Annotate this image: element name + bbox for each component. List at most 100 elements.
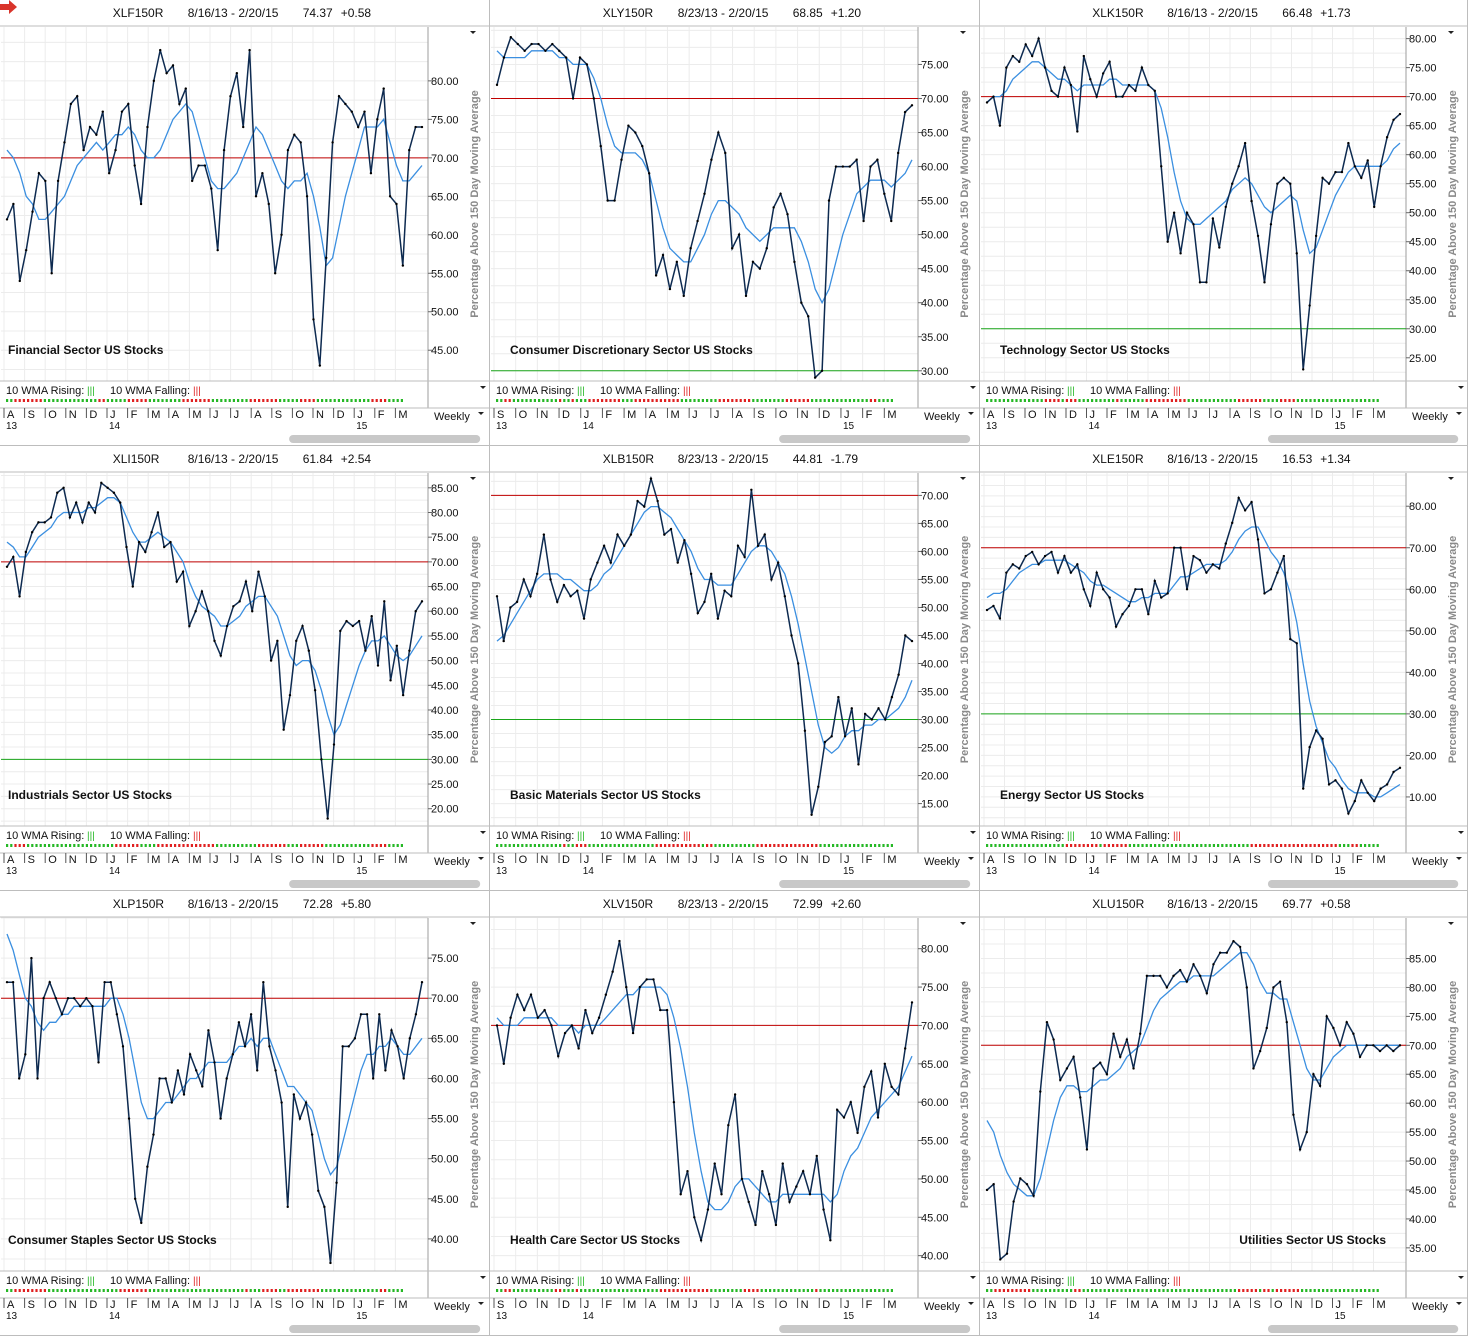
trend-dot: [1326, 844, 1329, 847]
month-label: M: [398, 854, 407, 866]
period-dropdown-icon[interactable]: [968, 1302, 974, 1305]
axis-menu-icon[interactable]: [470, 477, 476, 480]
y-tick-label: 60.00: [921, 546, 949, 558]
horizontal-scrollbar[interactable]: [779, 1325, 971, 1333]
axis-menu-icon[interactable]: [1448, 477, 1454, 480]
month-label: D: [822, 1299, 830, 1311]
data-point: [395, 202, 398, 206]
indicator-menu-icon[interactable]: [1458, 1276, 1464, 1279]
data-point: [733, 1093, 737, 1096]
period-label[interactable]: Weekly: [434, 856, 470, 868]
axis-menu-icon[interactable]: [1448, 31, 1454, 34]
period-label[interactable]: Weekly: [434, 1301, 470, 1313]
price-series-line: [6, 481, 423, 819]
data-point: [87, 501, 90, 504]
data-point: [222, 148, 226, 152]
data-point: [675, 260, 679, 264]
period-dropdown-icon[interactable]: [1456, 412, 1462, 415]
indicator-menu-icon[interactable]: [970, 831, 976, 834]
axis-menu-icon[interactable]: [960, 31, 966, 34]
indicator-menu-icon[interactable]: [480, 1276, 486, 1279]
data-point: [248, 48, 251, 52]
axis-menu-icon[interactable]: [470, 31, 476, 34]
data-point: [1082, 588, 1085, 591]
trend-dot: [1065, 1289, 1068, 1292]
horizontal-scrollbar[interactable]: [1267, 1325, 1459, 1333]
trend-dot: [836, 1289, 839, 1292]
month-label: J: [692, 1299, 698, 1311]
data-point: [30, 531, 34, 534]
period-label[interactable]: Weekly: [434, 411, 470, 423]
trend-dot: [207, 1289, 210, 1292]
data-point: [1125, 1038, 1129, 1041]
data-point: [808, 1193, 812, 1196]
axis-menu-icon[interactable]: [960, 477, 966, 480]
horizontal-scrollbar[interactable]: [289, 880, 481, 888]
y-tick-label: 65.00: [921, 518, 949, 530]
data-point: [1358, 1055, 1362, 1059]
indicator-menu-icon[interactable]: [480, 831, 486, 834]
trend-dot: [312, 844, 315, 847]
period-dropdown-icon[interactable]: [968, 412, 974, 415]
period-label[interactable]: Weekly: [924, 411, 960, 423]
horizontal-scrollbar[interactable]: [1267, 880, 1459, 888]
red-right-arrow-icon[interactable]: [0, 0, 18, 14]
trend-dot: [224, 1289, 227, 1292]
period-label[interactable]: Weekly: [1412, 1301, 1448, 1313]
axis-menu-icon[interactable]: [470, 922, 476, 925]
month-label: J: [213, 409, 219, 421]
indicator-menu-icon[interactable]: [1458, 831, 1464, 834]
trend-dot: [354, 844, 357, 847]
period-dropdown-icon[interactable]: [478, 1302, 484, 1305]
data-point: [599, 144, 602, 148]
month-label: O: [519, 409, 528, 421]
indicator-menu-icon[interactable]: [970, 1276, 976, 1279]
trend-dot: [672, 399, 675, 402]
horizontal-scrollbar[interactable]: [779, 435, 971, 443]
trend-dot: [186, 844, 189, 847]
trend-dot: [228, 844, 231, 847]
data-point: [622, 544, 626, 548]
data-point: [1232, 939, 1235, 943]
trend-dot: [605, 399, 608, 402]
trend-dot: [861, 1289, 864, 1292]
indicator-menu-icon[interactable]: [480, 386, 486, 389]
horizontal-scrollbar[interactable]: [289, 435, 481, 443]
data-point: [254, 195, 258, 198]
period-dropdown-icon[interactable]: [1456, 857, 1462, 860]
period-dropdown-icon[interactable]: [478, 857, 484, 860]
trend-dot: [1204, 399, 1207, 402]
y-tick-label: 70.00: [921, 490, 949, 502]
month-label: D: [1069, 409, 1077, 421]
horizontal-scrollbar[interactable]: [1267, 435, 1459, 443]
trend-dot: [592, 399, 595, 402]
trend-dot: [1221, 1289, 1224, 1292]
axis-menu-icon[interactable]: [1448, 922, 1454, 925]
trend-dot: [1233, 399, 1236, 402]
axis-menu-icon[interactable]: [960, 922, 966, 925]
data-point: [12, 555, 15, 559]
trend-dot: [714, 844, 717, 847]
trend-dot: [1154, 1289, 1157, 1292]
period-label[interactable]: Weekly: [1412, 411, 1448, 423]
trend-dot: [651, 1289, 654, 1292]
data-point: [661, 253, 665, 257]
trend-dot: [655, 399, 658, 402]
month-label: J: [1336, 409, 1342, 421]
month-label: S: [1254, 1299, 1261, 1311]
indicator-menu-icon[interactable]: [1458, 386, 1464, 389]
period-dropdown-icon[interactable]: [478, 412, 484, 415]
data-point: [1114, 95, 1118, 98]
period-label[interactable]: Weekly: [924, 856, 960, 868]
period-label[interactable]: Weekly: [924, 1301, 960, 1313]
period-dropdown-icon[interactable]: [968, 857, 974, 860]
indicator-menu-icon[interactable]: [970, 386, 976, 389]
horizontal-scrollbar[interactable]: [779, 880, 971, 888]
month-label: D: [562, 409, 570, 421]
trend-dot: [39, 844, 42, 847]
horizontal-scrollbar[interactable]: [289, 1325, 481, 1333]
period-label[interactable]: Weekly: [1412, 856, 1448, 868]
period-dropdown-icon[interactable]: [1456, 1302, 1462, 1305]
trend-dot: [1376, 1289, 1379, 1292]
data-point: [1025, 1182, 1029, 1186]
